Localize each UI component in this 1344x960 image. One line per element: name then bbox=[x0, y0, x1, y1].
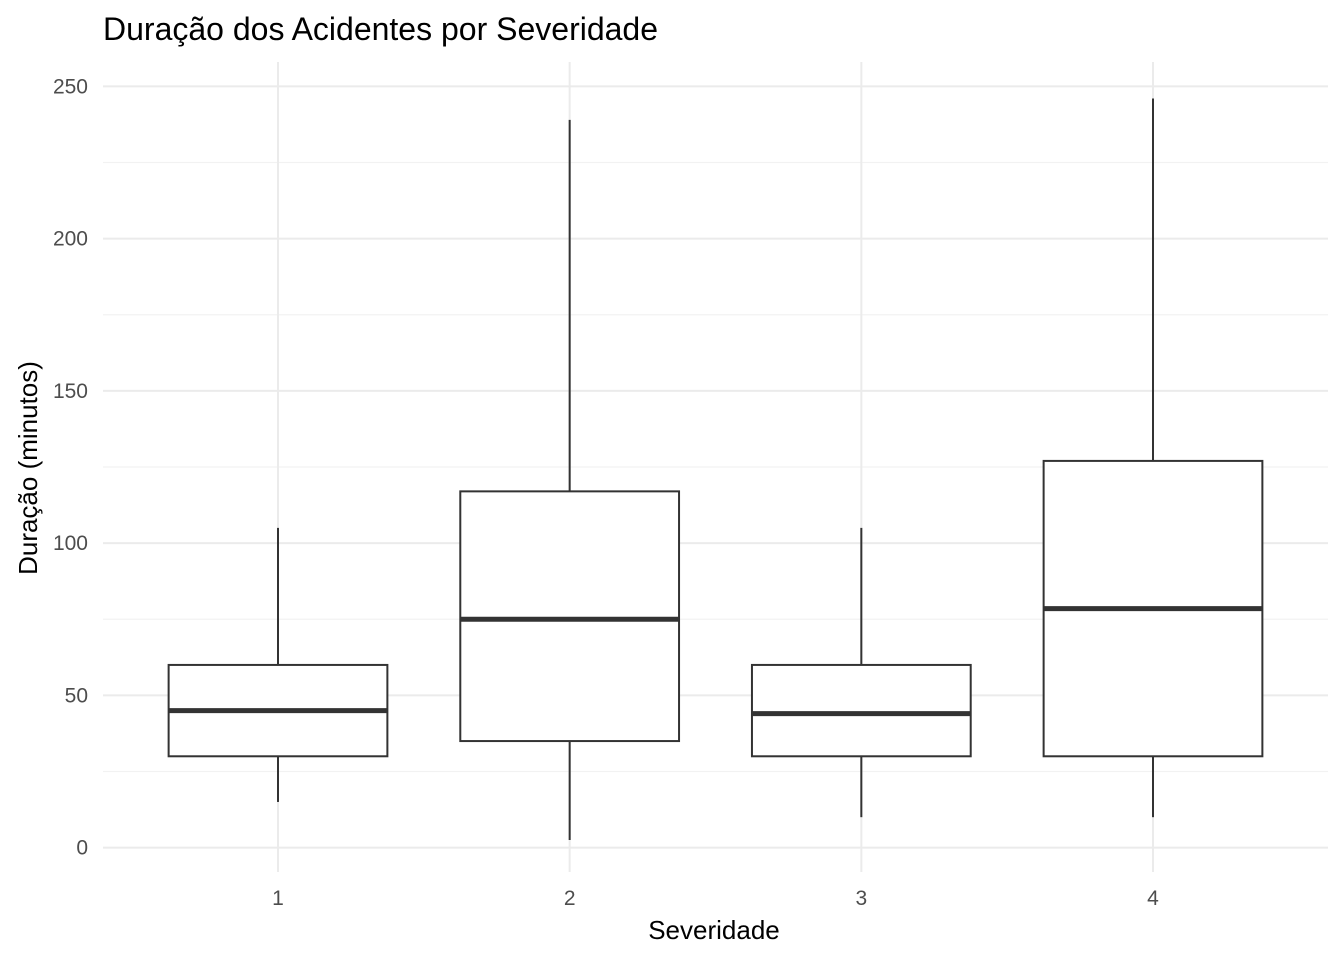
box-severity-3 bbox=[750, 527, 972, 818]
iqr-box bbox=[750, 663, 972, 758]
x-axis-label: Severidade bbox=[648, 915, 780, 945]
x-tick-label: 2 bbox=[564, 887, 576, 910]
y-axis-label: Duração (minutos) bbox=[13, 361, 43, 575]
x-tick-label: 4 bbox=[1147, 887, 1159, 910]
x-tick-label: 3 bbox=[855, 887, 867, 910]
chart-title: Duração dos Acidentes por Severidade bbox=[103, 11, 658, 47]
y-tick-label: 150 bbox=[53, 380, 88, 403]
y-tick-label: 0 bbox=[76, 837, 88, 860]
iqr-box bbox=[459, 490, 681, 743]
y-tick-label: 250 bbox=[53, 75, 88, 98]
y-axis-ticks: 0 50 100 150 200 250 bbox=[53, 75, 88, 859]
y-tick-label: 50 bbox=[65, 684, 88, 707]
y-tick-label: 100 bbox=[53, 532, 88, 555]
y-tick-label: 200 bbox=[53, 228, 88, 251]
x-axis-ticks: 1 2 3 4 bbox=[272, 887, 1159, 910]
box-severity-4 bbox=[1042, 98, 1264, 818]
box-severity-1 bbox=[167, 527, 389, 802]
box-layer bbox=[167, 98, 1264, 841]
box-severity-2 bbox=[459, 119, 681, 841]
x-tick-label: 1 bbox=[272, 887, 284, 910]
